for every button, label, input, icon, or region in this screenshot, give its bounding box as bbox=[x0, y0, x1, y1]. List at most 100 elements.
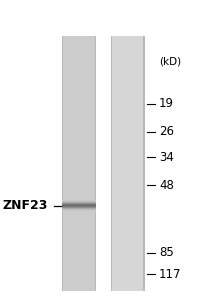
Bar bbox=[62, 240, 63, 241]
Bar bbox=[62, 230, 63, 231]
Bar bbox=[110, 68, 145, 69]
Bar bbox=[62, 41, 96, 42]
Bar bbox=[143, 107, 145, 108]
Bar bbox=[110, 92, 112, 93]
Bar bbox=[143, 191, 145, 192]
Bar bbox=[110, 103, 112, 104]
Bar bbox=[62, 75, 96, 76]
Bar bbox=[95, 48, 96, 49]
Bar bbox=[110, 260, 112, 261]
Bar bbox=[62, 132, 63, 133]
Bar bbox=[95, 211, 96, 212]
Bar bbox=[62, 103, 63, 104]
Bar bbox=[62, 87, 96, 88]
Bar bbox=[143, 262, 145, 263]
Bar bbox=[95, 270, 96, 271]
Bar bbox=[110, 253, 145, 254]
Bar bbox=[62, 36, 63, 37]
Bar bbox=[143, 258, 145, 259]
Bar bbox=[110, 56, 145, 57]
Bar bbox=[110, 203, 112, 204]
Bar bbox=[62, 217, 96, 218]
Bar bbox=[95, 109, 96, 110]
Bar bbox=[95, 264, 96, 265]
Bar bbox=[62, 133, 96, 134]
Bar bbox=[62, 64, 96, 65]
Bar bbox=[110, 233, 145, 234]
Bar bbox=[110, 143, 145, 144]
Bar bbox=[62, 101, 96, 102]
Bar bbox=[143, 226, 145, 227]
Bar bbox=[143, 127, 145, 128]
Bar bbox=[110, 158, 145, 159]
Bar bbox=[110, 166, 112, 167]
Bar bbox=[95, 56, 96, 57]
Bar bbox=[62, 230, 96, 231]
Bar bbox=[143, 77, 145, 78]
Bar bbox=[143, 118, 145, 119]
Bar bbox=[62, 45, 63, 46]
Bar bbox=[95, 45, 96, 46]
Bar bbox=[143, 122, 145, 123]
Bar bbox=[95, 233, 96, 234]
Bar bbox=[62, 102, 63, 103]
Bar bbox=[62, 238, 96, 239]
Bar bbox=[62, 59, 63, 60]
Bar bbox=[110, 110, 112, 111]
Bar bbox=[62, 100, 96, 101]
Bar bbox=[62, 73, 63, 74]
Bar bbox=[62, 162, 63, 163]
Bar bbox=[95, 39, 96, 40]
Bar bbox=[62, 77, 96, 78]
Bar bbox=[110, 122, 145, 123]
Bar bbox=[62, 220, 96, 221]
Bar bbox=[110, 77, 112, 78]
Bar bbox=[95, 269, 96, 270]
Bar bbox=[62, 265, 96, 266]
Bar bbox=[95, 136, 96, 137]
Bar bbox=[95, 196, 96, 197]
Bar bbox=[110, 208, 112, 209]
Bar bbox=[95, 249, 96, 250]
Bar bbox=[110, 54, 112, 55]
Bar bbox=[95, 53, 96, 54]
Bar bbox=[95, 111, 96, 112]
Bar bbox=[62, 144, 63, 145]
Bar bbox=[62, 249, 63, 250]
Bar bbox=[95, 118, 96, 119]
Bar bbox=[95, 281, 96, 282]
Bar bbox=[110, 221, 112, 222]
Bar bbox=[110, 202, 112, 203]
Bar bbox=[143, 251, 145, 252]
Bar bbox=[110, 220, 112, 221]
Bar bbox=[110, 53, 145, 54]
Bar bbox=[143, 199, 145, 200]
Bar bbox=[143, 56, 145, 57]
Bar bbox=[95, 218, 96, 219]
Bar bbox=[62, 168, 96, 169]
Bar bbox=[62, 143, 96, 144]
Bar bbox=[62, 157, 63, 158]
Bar bbox=[62, 94, 96, 95]
Bar bbox=[110, 279, 112, 280]
Bar bbox=[62, 130, 63, 131]
Bar bbox=[110, 124, 145, 125]
Bar bbox=[62, 157, 96, 158]
Bar bbox=[62, 115, 96, 116]
Bar bbox=[62, 195, 96, 196]
Bar bbox=[62, 255, 63, 256]
Bar bbox=[110, 267, 112, 268]
Bar bbox=[110, 176, 112, 177]
Bar bbox=[110, 50, 112, 51]
Bar bbox=[110, 265, 112, 266]
Bar bbox=[110, 169, 112, 170]
Bar bbox=[110, 139, 145, 140]
Bar bbox=[110, 118, 145, 119]
Bar bbox=[95, 250, 96, 251]
Bar bbox=[143, 164, 145, 165]
Bar bbox=[95, 128, 96, 129]
Bar bbox=[95, 288, 96, 289]
Bar bbox=[62, 214, 96, 215]
Bar bbox=[62, 221, 63, 222]
Bar bbox=[143, 37, 145, 38]
